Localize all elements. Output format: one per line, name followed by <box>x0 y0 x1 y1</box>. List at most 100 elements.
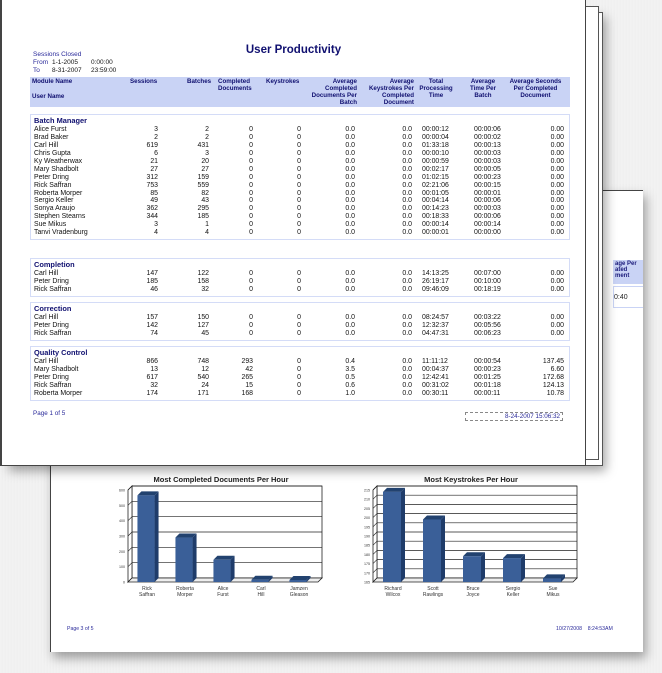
table-cell: 0.00 <box>550 270 564 277</box>
table-cell: 312 <box>146 173 159 181</box>
table-cell: 0.00 <box>550 126 564 133</box>
bar <box>137 491 159 582</box>
table-row: Rick Saffran 32 24 15 0 0.6 0.0 00:31:02 00:01:1… <box>31 382 569 390</box>
table-cell: 13 <box>150 365 158 373</box>
table-cell: 4 <box>205 229 209 237</box>
table-cell: 45 <box>201 329 209 337</box>
table-cell: 09:46:09 <box>422 285 449 293</box>
table-cell: 0.0 <box>402 165 412 173</box>
table-row: Peter Dring 312 159 0 0 0.0 0.0 01:02:15 00:00:2… <box>31 174 569 182</box>
table-cell: 00:04:37 <box>422 365 449 373</box>
table-cell: 00:06:23 <box>474 329 501 337</box>
table-cell: 174 <box>146 389 159 397</box>
table-cell: 3 <box>154 126 158 133</box>
peek-value: 0:40 <box>613 286 643 308</box>
table-cell: 00:00:00 <box>474 229 501 237</box>
table-cell: 185 <box>146 277 159 285</box>
col-completed-documents: Completed Documents <box>218 78 252 92</box>
table-cell: 0.00 <box>550 197 564 205</box>
group-name: Batch Manager <box>34 116 87 125</box>
col-avg-completed-docs-per-batch: Average Completed Documents Per Batch <box>311 78 357 106</box>
table-row: Stephen Stearns 344 185 0 0 0.0 0.0 00:18:33 00:… <box>31 213 569 221</box>
table-cell: 0 <box>297 133 301 141</box>
table-row: Roberta Morper 85 82 0 0 0.0 0.0 00:01:05 00:00:… <box>31 190 569 198</box>
x-category-label: Richard <box>384 586 401 592</box>
table-cell: 431 <box>197 141 210 149</box>
table-cell: 0.0 <box>345 165 355 173</box>
table-cell: 00:31:02 <box>422 381 449 389</box>
table-cell: Tanvi Vradenburg <box>34 229 88 237</box>
table-cell: 293 <box>241 358 254 365</box>
table-cell: 0.0 <box>345 189 355 197</box>
table-row: Sergio Keller 49 43 0 0 0.0 0.0 00:04:14 00:00:0… <box>31 197 569 205</box>
table-cell: 0.0 <box>402 213 412 221</box>
table-cell: 0.0 <box>345 270 355 277</box>
y-tick-label: 205 <box>364 507 370 511</box>
table-cell: 0 <box>297 358 301 365</box>
table-cell: 0.0 <box>345 126 355 133</box>
chart-keystrokes-per-hour: 165 170 175 180 185 190 195 200 205 210 215 Richard… <box>351 468 591 618</box>
table-cell: 3 <box>154 221 158 229</box>
table-cell: 0.0 <box>345 314 355 321</box>
bar <box>463 552 485 582</box>
group-completion: Completion Carl Hill 147 122 0 0 0.0 0.0 14:13:… <box>30 258 570 297</box>
x-category-label: Gleason <box>290 592 309 598</box>
table-cell: 147 <box>146 270 159 277</box>
table-cell: 00:00:14 <box>474 221 501 229</box>
table-cell: 01:33:18 <box>422 141 449 149</box>
x-category-label: Roberta <box>176 586 194 592</box>
table-cell: 0 <box>297 205 301 213</box>
table-cell: 265 <box>241 373 254 381</box>
table-cell: 0.0 <box>345 141 355 149</box>
table-cell: 0 <box>297 213 301 221</box>
table-cell: Rick Saffran <box>34 181 72 189</box>
table-cell: 0.0 <box>345 285 355 293</box>
y-tick-label: 600 <box>119 489 125 493</box>
bar <box>423 515 445 582</box>
page-number: Page 1 of 5 <box>33 410 66 417</box>
col-sessions: Sessions <box>130 78 158 85</box>
table-cell: 6 <box>154 149 158 157</box>
table-cell: Sonya Araujo <box>34 205 75 213</box>
y-tick-label: 210 <box>364 498 370 502</box>
table-row: Carl Hill 147 122 0 0 0.0 0.0 14:13:25 00:07:00 0… <box>31 270 569 278</box>
table-cell: 0 <box>297 373 301 381</box>
table-cell: 21 <box>150 157 158 165</box>
table-cell: 00:00:54 <box>474 358 501 365</box>
table-cell: 0.4 <box>345 358 355 365</box>
table-cell: 1.0 <box>345 389 355 397</box>
table-row: Chris Gupta 6 3 0 0 0.0 0.0 00:00:10 00:00:03 0.0… <box>31 150 569 158</box>
table-cell: 540 <box>197 373 210 381</box>
table-cell: 00:30:11 <box>422 389 449 397</box>
table-cell: 0.0 <box>402 321 412 329</box>
table-cell: 04:47:31 <box>422 329 449 337</box>
table-row: Carl Hill 866 748 293 0 0.4 0.0 11:11:12 00:00:5… <box>31 358 569 366</box>
table-cell: 866 <box>146 358 159 365</box>
table-cell: 12:32:37 <box>422 321 449 329</box>
table-cell: Roberta Morper <box>34 389 83 397</box>
table-cell: 0 <box>297 329 301 337</box>
table-cell: 0 <box>249 173 253 181</box>
table-cell: 0 <box>297 314 301 321</box>
table-cell: 362 <box>146 205 159 213</box>
table-cell: 0 <box>249 141 253 149</box>
table-cell: 27 <box>150 165 158 173</box>
table-cell: 10.78 <box>546 389 564 397</box>
table-cell: 00:00:06 <box>474 126 501 133</box>
table-cell: 00:00:10 <box>422 149 449 157</box>
table-cell: 0.0 <box>402 149 412 157</box>
x-category-label: Furst <box>217 592 229 598</box>
table-cell: 0 <box>297 365 301 373</box>
table-cell: 6.60 <box>550 365 564 373</box>
bar <box>289 576 311 582</box>
table-cell: Rick Saffran <box>34 285 72 293</box>
table-cell: Carl Hill <box>34 314 59 321</box>
x-category-label: Joyce <box>466 592 479 598</box>
table-cell: Chris Gupta <box>34 149 71 157</box>
y-tick-label: 500 <box>119 504 125 508</box>
bar <box>175 533 197 582</box>
table-cell: 124.13 <box>542 381 564 389</box>
table-cell: 0 <box>297 229 301 237</box>
table-cell: 00:07:00 <box>474 270 501 277</box>
x-category-label: Mikus <box>546 592 560 598</box>
